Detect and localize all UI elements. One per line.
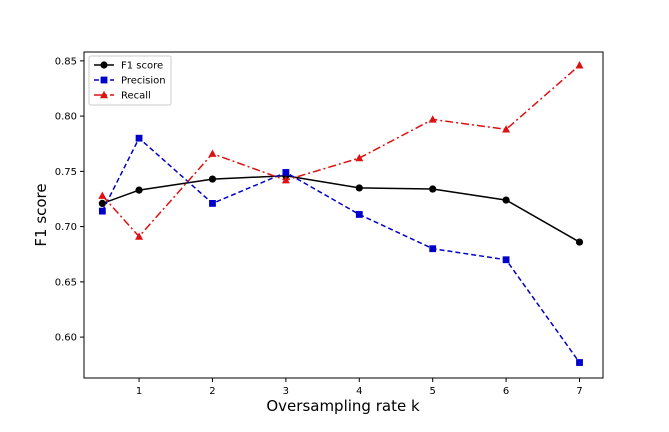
y-tick-label: 0.80 <box>55 112 77 123</box>
data-point-precision <box>135 134 143 142</box>
y-axis: 0.60 0.65 0.70 0.75 0.80 0.85 <box>55 56 84 344</box>
legend-marker-f1-score <box>100 61 108 69</box>
data-point-f1-score <box>135 186 143 194</box>
data-point-precision <box>209 199 216 207</box>
legend-marker-precision <box>100 76 108 84</box>
data-point-f1-score <box>429 185 437 193</box>
data-point-recall <box>575 61 584 69</box>
data-point-recall <box>502 125 511 133</box>
x-tick-label: 2 <box>209 386 215 397</box>
data-point-precision <box>355 211 363 218</box>
series-line-precision <box>101 136 581 363</box>
y-tick-label: 0.85 <box>55 56 77 67</box>
data-point-recall <box>208 149 217 157</box>
legend-label-recall: Recall <box>121 91 151 102</box>
y-tick-label: 0.75 <box>55 167 77 178</box>
x-tick-label: 4 <box>356 386 362 397</box>
y-tick-label: 0.65 <box>55 277 77 288</box>
legend-marker-recall <box>100 90 108 99</box>
data-point-precision <box>282 169 290 176</box>
data-point-recall <box>281 175 290 184</box>
y-tick-label: 0.70 <box>55 222 77 233</box>
legend-label-f1-score: F1 score <box>121 61 163 72</box>
series-line-f1-score <box>102 175 580 243</box>
data-point-recall <box>355 153 364 162</box>
data-point-precision <box>98 207 106 215</box>
plot-area <box>83 51 604 379</box>
x-tick-label: 3 <box>283 386 289 397</box>
x-tick-label: 7 <box>576 386 582 397</box>
data-point-precision <box>576 359 583 366</box>
data-point-recall <box>135 232 144 240</box>
x-tick-label: 1 <box>136 386 142 397</box>
data-point-precision <box>429 245 437 253</box>
x-tick-label: 5 <box>430 386 436 397</box>
series-layer <box>98 61 584 366</box>
y-axis-title: F1 score <box>32 183 50 246</box>
legend: F1 score Precision Recall <box>88 55 172 106</box>
data-point-f1-score <box>575 238 584 246</box>
legend-frame <box>88 55 172 106</box>
data-point-recall <box>428 115 437 123</box>
data-point-f1-score <box>355 184 363 192</box>
x-axis: 1 2 3 4 5 6 7 <box>136 378 583 397</box>
data-point-precision <box>502 256 510 264</box>
x-axis-title: Oversampling rate k <box>266 397 420 415</box>
data-point-f1-score <box>208 175 217 183</box>
series-f1-score <box>98 172 584 246</box>
series-precision <box>98 134 583 366</box>
data-point-f1-score <box>98 199 106 207</box>
x-tick-label: 6 <box>503 386 509 397</box>
data-point-recall <box>98 191 107 199</box>
legend-label-precision: Precision <box>121 76 166 87</box>
y-tick-label: 0.60 <box>55 333 77 344</box>
data-point-f1-score <box>502 196 510 204</box>
series-line-recall <box>101 64 581 238</box>
series-recall <box>98 61 584 240</box>
